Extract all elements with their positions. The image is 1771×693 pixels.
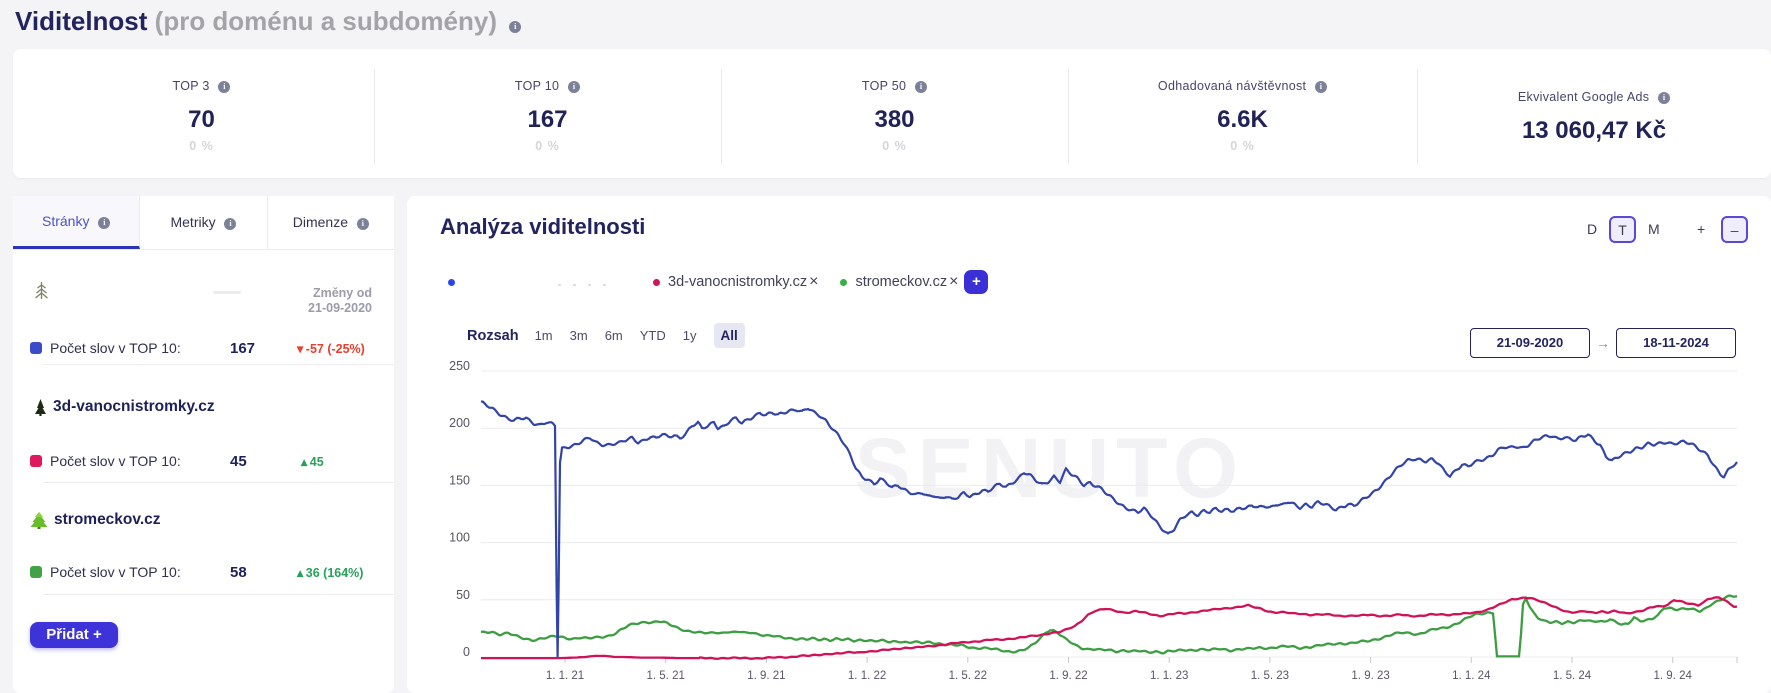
svg-text:1. 5. 22: 1. 5. 22 — [949, 670, 987, 682]
svg-text:0: 0 — [463, 645, 470, 659]
svg-text:1. 1. 24: 1. 1. 24 — [1452, 670, 1491, 682]
svg-text:1. 9. 22: 1. 9. 22 — [1049, 670, 1087, 682]
svg-text:200: 200 — [449, 416, 470, 430]
svg-text:1. 9. 21: 1. 9. 21 — [747, 670, 785, 682]
svg-text:150: 150 — [449, 473, 470, 487]
svg-text:1. 5. 21: 1. 5. 21 — [647, 670, 685, 682]
svg-text:1. 5. 23: 1. 5. 23 — [1251, 670, 1289, 682]
svg-text:1. 1. 23: 1. 1. 23 — [1150, 670, 1188, 682]
svg-text:1. 1. 22: 1. 1. 22 — [848, 670, 886, 682]
svg-text:1. 9. 24: 1. 9. 24 — [1654, 670, 1693, 682]
svg-text:1. 9. 23: 1. 9. 23 — [1351, 670, 1389, 682]
svg-text:100: 100 — [449, 531, 470, 545]
svg-text:1. 1. 21: 1. 1. 21 — [546, 670, 584, 682]
svg-text:1. 5. 24: 1. 5. 24 — [1553, 670, 1592, 682]
svg-text:SENUTO: SENUTO — [855, 421, 1246, 515]
svg-text:50: 50 — [456, 588, 470, 602]
svg-text:250: 250 — [449, 359, 470, 373]
